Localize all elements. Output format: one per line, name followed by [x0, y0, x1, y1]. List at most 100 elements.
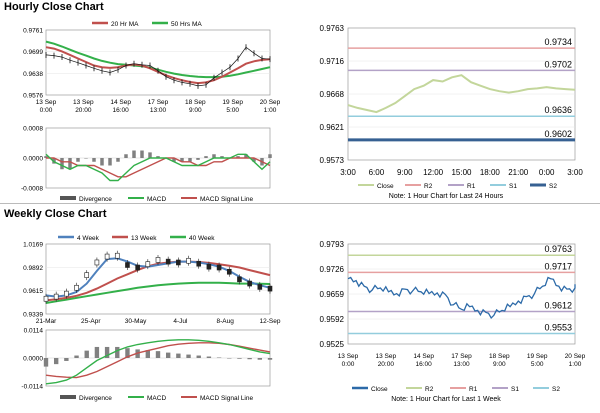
y-tick-label: 0.9659 — [320, 290, 345, 299]
candle-body — [176, 259, 181, 266]
divergence-bar — [257, 358, 263, 360]
pivot-s1-label: 0.9612 — [544, 301, 572, 311]
candle-body — [226, 268, 232, 275]
divergence-bar — [188, 158, 192, 162]
chart-note: Note: 1 Hour Chart for Last 24 Hours — [389, 193, 504, 200]
candle-body — [267, 285, 273, 292]
candle-body — [135, 264, 140, 271]
divergence-bar — [52, 158, 56, 164]
divergence-bar — [132, 150, 136, 158]
x-tick-label: 20:00 — [378, 361, 395, 368]
legend-r1-label: R1 — [469, 386, 478, 393]
legend-macd-label: MACD — [147, 196, 166, 203]
divergence-bar — [252, 158, 256, 162]
macd-line — [45, 339, 271, 385]
divergence-bar — [267, 358, 273, 360]
divergence-bar — [43, 358, 49, 367]
divergence-bar — [94, 346, 100, 358]
divergence-bar — [216, 357, 222, 359]
candle-body — [64, 290, 69, 297]
x-tick-label: 20:00 — [75, 107, 92, 114]
candle-body — [145, 261, 151, 267]
legend-divergence-label: Divergence — [79, 395, 112, 402]
x-tick-label: 17 Sep — [451, 353, 472, 360]
divergence-bar — [172, 158, 176, 162]
x-tick-label: 25-Apr — [81, 318, 101, 325]
x-tick-label: 0:00 — [40, 107, 53, 114]
divergence-bar — [84, 158, 88, 159]
candle-body — [114, 252, 120, 259]
close-line — [45, 46, 271, 87]
divergence-bar — [196, 355, 201, 358]
legend-r1-label: R1 — [467, 183, 476, 190]
x-tick-label: 18 Sep — [185, 99, 206, 106]
x-tick-label: 16:00 — [416, 361, 433, 368]
divergence-bar — [104, 346, 110, 358]
x-tick-label: 13 Sep — [338, 353, 359, 360]
x-tick-label: 3:00 — [567, 168, 583, 177]
candle-body — [94, 259, 100, 266]
divergence-bar — [53, 358, 59, 365]
x-tick-label: 20 Sep — [565, 353, 586, 360]
legend-macd-label: MACD — [147, 395, 166, 402]
divergence-bar — [108, 158, 112, 166]
x-tick-label: 19 Sep — [222, 99, 243, 106]
legend-13-week-label: 13 Week — [131, 235, 157, 242]
candle-body — [125, 262, 130, 268]
legend-divergence-label: Divergence — [79, 196, 112, 203]
close-line — [347, 74, 576, 114]
macd-line — [45, 153, 271, 182]
hourly-section-title: Hourly Close Chart — [4, 1, 104, 13]
candle-body — [196, 260, 202, 267]
divergence-bar — [204, 156, 208, 158]
x-tick-label: 12:00 — [423, 168, 444, 177]
divergence-bar — [237, 358, 242, 359]
x-tick-label: 12-Sep — [260, 318, 281, 325]
divergence-bar — [247, 358, 252, 360]
y-tick-label: 0.9793 — [320, 240, 345, 249]
x-tick-label: 17 Sep — [148, 99, 169, 106]
divergence-bar — [186, 354, 191, 358]
y-tick-label: 0.9592 — [320, 315, 345, 324]
x-tick-label: 9:00 — [189, 107, 202, 114]
x-tick-label: 21-Mar — [36, 318, 57, 325]
x-tick-label: 16:00 — [113, 107, 130, 114]
x-tick-label: 14 Sep — [413, 353, 434, 360]
pivot-r2-label: 0.9734 — [544, 37, 572, 47]
y-tick-label: 0.9621 — [320, 123, 345, 132]
divergence-bar — [196, 158, 200, 160]
y-tick-label: 0.9726 — [320, 265, 345, 274]
legend-4-week-label: 4 Week — [77, 235, 100, 242]
divergence-bar — [155, 351, 161, 358]
x-tick-label: 8-Aug — [217, 318, 235, 325]
legend-50hrs-ma-label: 50 Hrs MA — [171, 21, 202, 28]
hourly-price-frame — [45, 29, 271, 96]
x-tick-label: 6:00 — [369, 168, 385, 177]
divergence-bar — [244, 154, 248, 158]
x-tick-label: 0:00 — [539, 168, 555, 177]
y-tick-label: 0.0000 — [23, 156, 43, 163]
x-tick-label: 4-Jul — [173, 318, 188, 325]
x-tick-label: 13 Sep — [376, 353, 397, 360]
pivot-r1-label: 0.9717 — [544, 261, 572, 271]
divergence-bar — [212, 154, 216, 158]
legend-20hr-ma-label: 20 Hr MA — [111, 21, 139, 28]
x-tick-label: 1:00 — [264, 107, 277, 114]
x-tick-label: 13:00 — [150, 107, 167, 114]
candle-body — [84, 272, 90, 278]
candle-body — [53, 293, 59, 300]
legend-macd-signal-label: MACD Signal Line — [200, 395, 253, 402]
y-tick-label: 0.9699 — [23, 49, 43, 56]
divergence-bar — [220, 156, 224, 158]
x-tick-label: 9:00 — [397, 168, 413, 177]
y-tick-label: -0.0114 — [21, 384, 43, 391]
legend-s2-label: S2 — [552, 386, 560, 393]
y-tick-label: 0.9763 — [320, 24, 345, 33]
divergence-bar — [165, 352, 171, 358]
y-tick-label: 0.0008 — [23, 126, 43, 133]
y-tick-label: 0.9716 — [320, 57, 345, 66]
divergence-bar — [176, 353, 181, 358]
divergence-bar — [227, 358, 232, 359]
divergence-bar — [76, 158, 80, 162]
